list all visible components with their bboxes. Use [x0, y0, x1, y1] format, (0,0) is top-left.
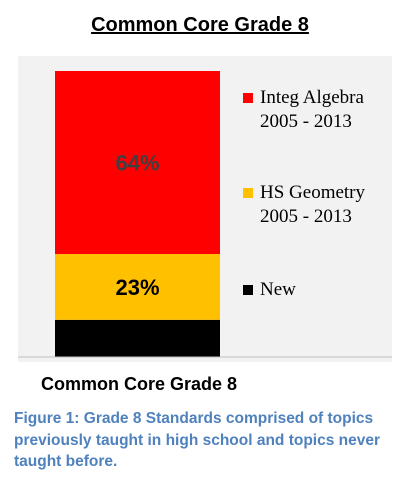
bar-segment-integ-algebra-2005-2013	[55, 71, 220, 255]
bar-segments	[55, 71, 220, 357]
legend-label-new: New	[260, 279, 296, 300]
legend-swatch-new	[243, 285, 253, 295]
legend-label-integ-algebra-2005-2013: 2005 - 2013	[260, 111, 352, 132]
figure-caption: Figure 1: Grade 8 Standards comprised of…	[14, 410, 381, 470]
category-label: Common Core Grade 8	[41, 374, 237, 394]
data-label-hs-geometry-2005-2013: 23%	[115, 275, 159, 300]
data-label-integ-algebra-2005-2013: 64%	[115, 151, 159, 176]
x-axis: Common Core Grade 8	[18, 356, 392, 394]
legend-label-hs-geometry-2005-2013: 2005 - 2013	[260, 206, 352, 227]
legend-label-integ-algebra-2005-2013: Integ Algebra	[260, 87, 365, 108]
bar-segment-hs-geometry-2005-2013	[55, 254, 220, 320]
bar-data-labels: 23% 64%	[115, 151, 159, 300]
legend-label-hs-geometry-2005-2013: HS Geometry	[260, 182, 366, 203]
chart-title: Common Core Grade 8	[91, 14, 309, 36]
legend-swatch-hs-geometry-2005-2013	[243, 188, 253, 198]
legend: Integ Algebra 2005 - 2013 HS Geometry 2005 …	[243, 87, 366, 300]
bar-segment-new	[55, 319, 220, 357]
legend-swatch-integ-algebra-2005-2013	[243, 93, 253, 103]
